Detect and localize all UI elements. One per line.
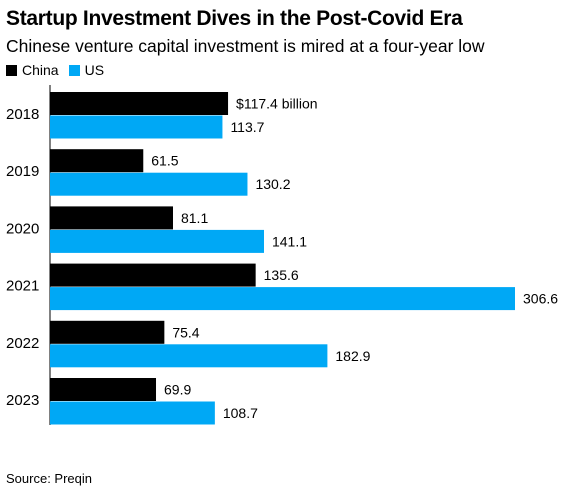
source-note: Source: Preqin (6, 471, 92, 486)
bar-china-2023 (50, 378, 157, 401)
bar-china-2021 (50, 263, 256, 287)
chart-title: Startup Investment Dives in the Post-Cov… (6, 7, 463, 30)
data-label-us-2019: 130.2 (255, 176, 290, 192)
data-label-china-2023: 69.9 (164, 382, 191, 398)
data-label-china-2018: $117.4 billion (236, 96, 317, 112)
category-label-2020: 2020 (6, 220, 39, 237)
bar-us-2022 (50, 344, 328, 368)
legend-swatch-us (68, 64, 80, 76)
bar-us-2021 (50, 287, 515, 311)
data-label-china-2019: 61.5 (151, 153, 178, 169)
legend-label-us: US (84, 62, 105, 78)
bar-china-2020 (50, 206, 173, 230)
bar-china-2022 (50, 320, 165, 344)
bar-us-2020 (50, 229, 264, 253)
chart-subtitle: Chinese venture capital investment is mi… (6, 36, 485, 56)
legend-item-china: China (6, 62, 59, 78)
bar-us-2023 (50, 401, 215, 425)
legend-item-us: US (68, 62, 105, 78)
data-label-china-2020: 81.1 (181, 210, 208, 226)
bar-china-2018 (50, 92, 229, 115)
data-label-us-2023: 108.7 (223, 405, 258, 421)
data-label-us-2021: 306.6 (523, 291, 558, 307)
data-label-us-2020: 141.1 (272, 233, 307, 249)
data-label-us-2018: 113.7 (230, 119, 264, 135)
legend-swatch-china (6, 64, 17, 76)
bar-us-2019 (50, 172, 248, 196)
bar-china-2019 (50, 149, 144, 173)
bar-us-2018 (50, 115, 223, 139)
category-label-2021: 2021 (6, 278, 39, 295)
data-label-us-2022: 182.9 (335, 348, 370, 364)
chart-legend: China US (6, 62, 114, 78)
category-label-2018: 2018 (6, 106, 39, 123)
data-label-china-2022: 75.4 (172, 324, 199, 340)
legend-label-china: China (22, 62, 59, 78)
data-label-china-2021: 135.6 (264, 267, 299, 283)
category-label-2022: 2022 (6, 335, 39, 352)
bar-chart: 2018 $117.4 billion 113.7 2019 61.5 130.2 2020… (6, 85, 558, 425)
category-label-2023: 2023 (6, 392, 39, 409)
category-label-2019: 2019 (6, 163, 39, 180)
